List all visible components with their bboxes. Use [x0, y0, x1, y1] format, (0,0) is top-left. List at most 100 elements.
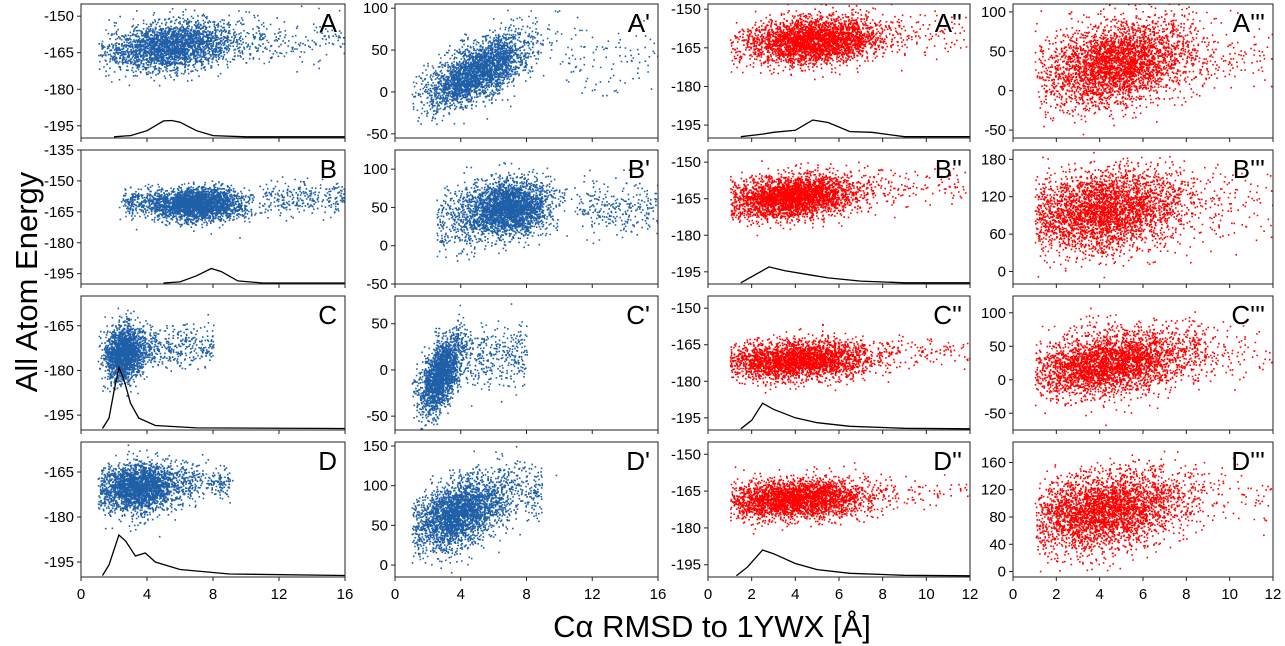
y-tick-label: -150: [671, 154, 701, 171]
y-tick-label: 50: [371, 517, 388, 534]
panel-label: D''': [1231, 446, 1265, 476]
scatter-point-set: [1034, 151, 1273, 284]
scatter-points: [1034, 450, 1273, 573]
panel-label: C'': [933, 300, 962, 330]
rmsd-distribution-line: [101, 533, 345, 577]
panel-label: D'': [933, 446, 962, 476]
scatter-point-set: [1034, 307, 1273, 427]
x-tick-label: 12: [962, 586, 979, 603]
x-axis-label: Cα RMSD to 1YWX [Å]: [553, 609, 871, 644]
y-tick-label: -165: [671, 483, 701, 500]
panel-a: -150 -165 -180 -195 A: [44, 3, 346, 142]
scatter-points: [730, 462, 970, 535]
y-tick-label: -165: [44, 464, 74, 481]
x-tick-label: 0: [77, 586, 85, 603]
x-tick-label: 4: [457, 586, 465, 603]
panel-dp: 150 100 50 00 4 8 12 16 D': [363, 438, 666, 603]
panel-label: D': [626, 446, 650, 476]
scatter-points: [97, 307, 215, 397]
panel-label: A: [320, 8, 338, 38]
y-tick-label: -150: [44, 173, 74, 190]
panel-c: -165 -180 -195 C: [44, 295, 346, 434]
scatter-point-set: [729, 160, 967, 237]
panel-label: C''': [1231, 300, 1265, 330]
scatter-point-set: [98, 5, 345, 87]
scatter-points: [1034, 151, 1273, 284]
y-tick-label: -165: [44, 204, 74, 221]
rmsd-distribution-line: [740, 266, 970, 284]
y-tick-label: -165: [671, 40, 701, 57]
panel-label: A''': [1233, 8, 1265, 38]
y-tick-label: 50: [989, 338, 1006, 355]
y-tick-label: -150: [671, 300, 701, 317]
x-tick-label: 0: [391, 586, 399, 603]
plot-frame: [707, 149, 971, 285]
scatter-point-set: [97, 307, 215, 397]
x-tick-label: 4: [143, 586, 151, 603]
x-tick-label: 0: [704, 586, 712, 603]
scatter-point-set: [730, 462, 970, 535]
y-tick-label: -150: [671, 1, 701, 18]
y-tick-label: -180: [671, 78, 701, 95]
rmsd-distribution-line: [740, 402, 970, 430]
scatter-point-set: [436, 162, 658, 262]
scatter-points: [1034, 307, 1273, 427]
x-tick-label: 4: [791, 586, 799, 603]
y-tick-label: -180: [671, 227, 701, 244]
panel-b: -135 -150 -165 -180 -195 B: [44, 142, 346, 288]
y-tick-label: 100: [363, 161, 388, 178]
x-tick-label: 8: [522, 586, 530, 603]
scatter-points: [729, 4, 968, 81]
scatter-point-set: [411, 446, 558, 574]
panel-cpp: -150 -165 -180 -195 C'': [671, 295, 971, 434]
y-axis-label: All Atom Energy: [9, 171, 44, 392]
panel-label: A': [628, 8, 650, 38]
x-tick-label: 6: [1139, 586, 1147, 603]
y-tick-label: -195: [671, 410, 701, 427]
y-tick-label: -180: [44, 81, 74, 98]
y-tick-label: 0: [380, 238, 388, 255]
x-tick-label: 2: [747, 586, 755, 603]
x-tick-label: 4: [1095, 586, 1103, 603]
x-tick-label: 12: [271, 586, 288, 603]
scatter-points: [98, 5, 345, 87]
panel-label: C: [318, 300, 337, 330]
x-tick-label: 10: [918, 586, 935, 603]
x-tick-label: 0: [1009, 586, 1017, 603]
y-tick-label: -165: [44, 318, 74, 335]
x-tick-label: 8: [1182, 586, 1190, 603]
panel-label: C': [626, 300, 650, 330]
scatter-points: [729, 160, 967, 237]
y-tick-label: -165: [671, 337, 701, 354]
y-tick-label: -165: [671, 191, 701, 208]
y-tick-label: 0: [380, 84, 388, 101]
x-tick-label: 12: [584, 586, 601, 603]
scatter-point-set: [411, 303, 529, 430]
rmsd-distribution-line: [735, 549, 970, 577]
x-tick-label: 10: [1221, 586, 1238, 603]
y-tick-label: -180: [671, 373, 701, 390]
scatter-point-set: [97, 444, 234, 538]
scatter-points: [1034, 4, 1273, 136]
x-tick-label: 2: [1052, 586, 1060, 603]
rmsd-distribution-line: [113, 119, 345, 138]
y-tick-label: 50: [371, 316, 388, 333]
scatter-points: [411, 9, 658, 125]
y-tick-label: -50: [366, 126, 388, 143]
scatter-points: [411, 446, 558, 574]
y-tick-label: -50: [366, 276, 388, 293]
x-tick-label: 6: [835, 586, 843, 603]
x-tick-label: 8: [209, 586, 217, 603]
panel-label: D: [318, 446, 337, 476]
y-tick-label: 0: [998, 564, 1006, 581]
y-tick-label: 0: [998, 372, 1006, 389]
y-tick-label: -150: [671, 446, 701, 463]
y-tick-label: -180: [44, 235, 74, 252]
y-tick-label: 100: [981, 305, 1006, 322]
y-tick-label: -180: [44, 509, 74, 526]
panel-label: B''': [1233, 154, 1265, 184]
scatter-point-set: [411, 9, 658, 125]
panel-bpp: -150 -165 -180 -195 B'': [671, 149, 971, 288]
